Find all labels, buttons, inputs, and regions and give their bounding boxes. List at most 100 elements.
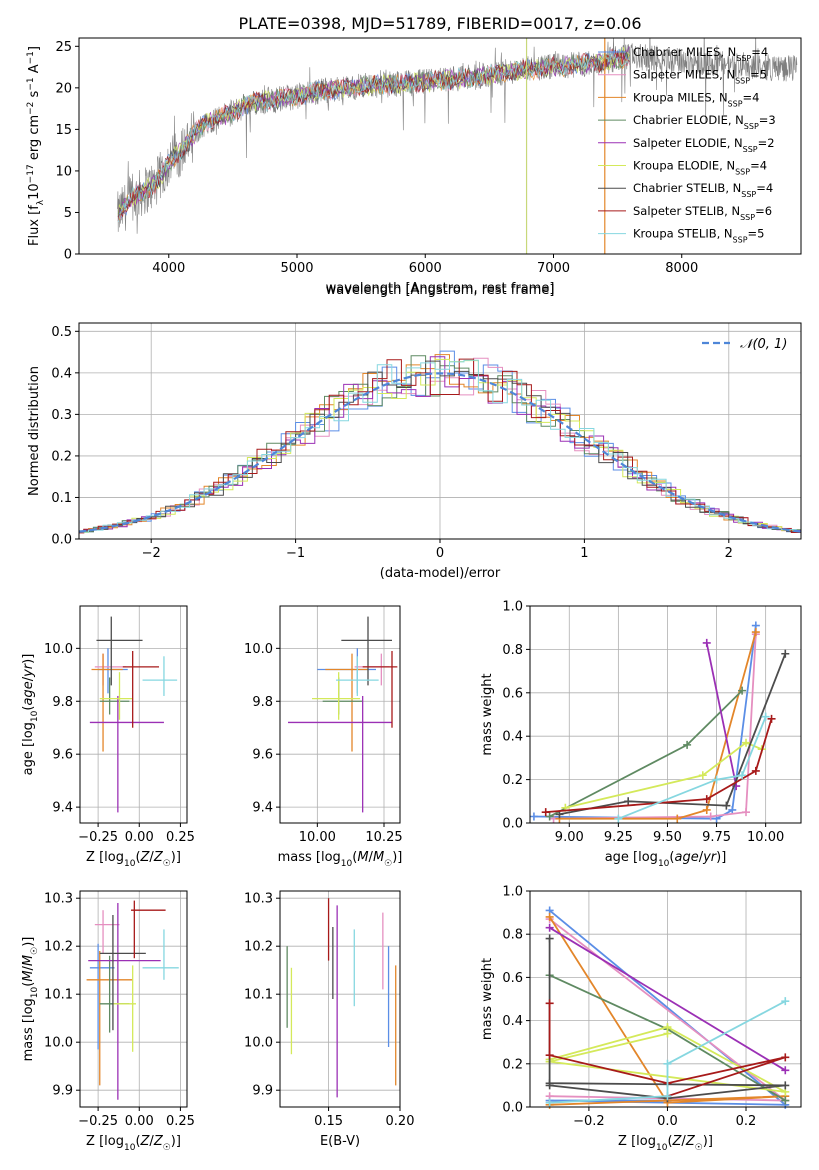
y-tick-label: 0.1 [51,491,72,506]
y-tick-label: 9.8 [52,695,73,710]
weight-marker [738,771,747,780]
x-tick-label: 10.00 [299,830,336,845]
x-tick-label: 0.2 [736,1114,757,1129]
error-bar-point [362,650,398,728]
y-tick-label: 0.4 [51,366,72,381]
error-bar-point [341,616,392,686]
x-tick-label: 6000 [409,261,442,276]
weight-line [618,716,767,820]
weight-marker [545,1081,554,1090]
error-bar-point [99,677,130,715]
y-tick-label: 10.1 [44,988,73,1003]
weight-marker [673,814,682,823]
mass-vs-ebv-frame [279,890,401,1108]
y-tick-label: 10.2 [244,940,273,955]
weight-marker [712,775,721,784]
error-bar-point [131,900,166,959]
y-tick-label: 10.3 [44,892,73,907]
figure-title: PLATE=0398, MJD=51789, FIBERID=0017, z=0… [238,14,641,33]
weight-line [545,718,773,813]
weight-marker [663,1092,672,1101]
y-axis-label: mass weight [480,958,495,1040]
y-tick-label: 0.8 [502,928,523,943]
weight-series [549,630,760,823]
x-axis-label: wavelength [Angstrom, rest frame] [326,283,555,298]
weight-series [545,923,790,1075]
y-tick-label: 0.2 [51,449,72,464]
weight-marker [541,808,550,817]
x-tick-label: 4000 [152,261,185,276]
error-bar-point [99,915,146,1031]
error-bar-point [89,943,115,1050]
x-tick-label: 7000 [537,261,570,276]
residual-histogram [79,358,801,534]
y-tick-label: 15 [55,123,72,138]
y-tick-label: 1.0 [502,600,523,615]
x-tick-label: 0.25 [166,830,195,845]
y-tick-label: 10.1 [244,988,273,1003]
weight-marker [663,1059,672,1068]
x-tick-label: 10.25 [365,830,402,845]
x-tick-label: 0.25 [166,1114,195,1129]
x-axis-label: E(B-V) [320,1134,360,1149]
error-bar-point [88,903,161,1100]
y-tick-label: 0 [64,248,72,263]
weight-vs-z-frame [529,890,802,1108]
x-tick-label: 9.50 [653,830,682,845]
weight-series [529,621,760,823]
y-tick-label: 9.9 [52,1084,73,1099]
error-bar-point [91,653,123,752]
y-tick-label: 10.2 [44,940,73,955]
x-tick-label: −1 [286,546,305,561]
x-tick-label: 5000 [280,261,313,276]
y-tick-label: 10.0 [44,1036,73,1051]
y-tick-label: 9.9 [252,1084,273,1099]
weight-line [549,689,743,818]
weight-line [559,631,757,820]
weight-marker [545,923,554,932]
y-tick-label: 0.3 [51,408,72,423]
y-tick-label: 0.6 [502,686,523,701]
error-bar-point [142,656,178,696]
weight-marker [751,766,760,775]
y-tick-label: 0.2 [502,773,523,788]
age-vs-metallicity-panel: −0.25 0.00 0.25 9.4 9.6 9.8 10.0 Z [log10(Z/Z☉)… [21,605,195,869]
weight-marker [781,649,790,658]
weight-marker [738,686,747,695]
residuals-panel: −2 −1 0 1 2 0.0 0.1 0.2 0.3 0.4 0.5 (data-model)/er… [27,322,802,581]
spectrum-plot-area [117,38,798,254]
x-tick-label: 9.75 [702,830,731,845]
spectrum-legend: Chabrier MILES, NSSP=4 Salpeter MILES, NS… [598,45,776,244]
weight-marker [702,795,711,804]
spectrum-frame [78,37,802,255]
error-bar-point [336,656,379,696]
y-tick-label: 0.5 [51,325,72,340]
legend-entry: Salpeter STELIB, NSSP=6 [633,204,772,222]
error-bar-point [317,648,376,694]
y-tick-label: 9.6 [252,748,273,763]
weight-marker [698,771,707,780]
y-tick-label: 10.0 [44,642,73,657]
weight-series [545,686,747,821]
x-tick-label: 10.00 [747,830,784,845]
y-tick-label: 5 [64,206,72,221]
x-tick-label: 9.25 [604,830,633,845]
x-tick-label: −0.25 [78,830,118,845]
y-tick-label: 10.3 [244,892,273,907]
x-tick-label: 2 [725,546,733,561]
x-tick-label: −0.2 [573,1114,605,1129]
weight-marker [761,712,770,721]
residuals-frame [78,322,802,540]
error-bar-point [99,672,133,720]
x-tick-label: 0 [436,546,444,561]
weight-marker [751,628,760,637]
x-tick-label: 0.20 [386,1114,415,1129]
weight-marker [702,805,711,814]
x-tick-label: −0.25 [78,1114,118,1129]
x-tick-label: −2 [142,546,161,561]
y-tick-label: 25 [55,40,72,55]
weight-marker [706,812,715,821]
x-tick-label: 9.00 [555,830,584,845]
age-vs-z-frame [79,605,188,824]
